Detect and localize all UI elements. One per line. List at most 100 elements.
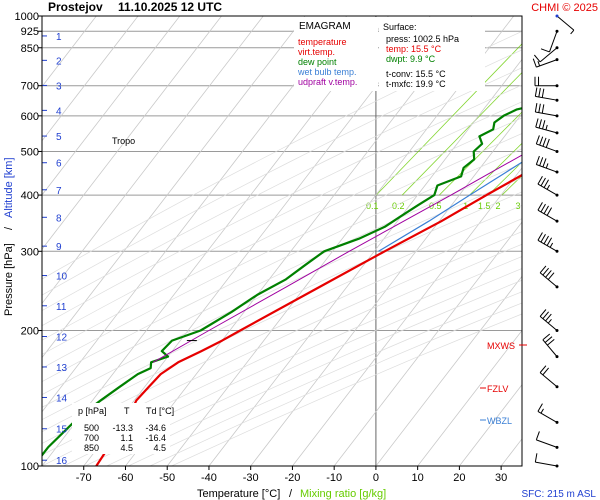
isotherm (375, 275, 522, 466)
wind-barb-flag (535, 155, 540, 165)
mixing-ratio-line (501, 175, 522, 196)
wind-barb-dot (555, 29, 559, 33)
dry-adiabat (42, 133, 522, 369)
surface-press: press: 1002.5 hPa (386, 34, 459, 44)
altitude-tick-label: 15 (56, 425, 68, 436)
mxws-marker: MXWS (487, 341, 527, 351)
wind-barb-dot (555, 249, 559, 253)
wind-barb-flag (539, 309, 547, 317)
dry-adiabat (106, 279, 522, 466)
mixing-ratio-label: 12 (588, 201, 598, 211)
wind-barb-flag (540, 203, 546, 213)
wind-barb-dot (555, 219, 559, 223)
mixing-ratio-label: 0.5 (429, 201, 442, 211)
wind-barb-dot (555, 464, 559, 468)
isotherm (42, 16, 264, 305)
wind-barb-flag (545, 313, 552, 322)
table-row-500-p: 500 (84, 423, 99, 433)
altitude-tick-label: 2 (56, 56, 62, 67)
wind-barb (539, 365, 559, 389)
legend-dew-point: dew point (298, 57, 337, 67)
wind-barb (535, 118, 559, 135)
wind-barb-dot (555, 193, 559, 197)
wind-barb-flag (542, 311, 550, 319)
altitude-tick-label: 5 (56, 132, 62, 143)
wind-barb-flag (543, 235, 549, 245)
dry-adiabat (42, 148, 522, 382)
wind-barb (535, 155, 559, 174)
wind-barb-staff (539, 47, 558, 63)
wind-barb-staff (556, 15, 575, 31)
dry-adiabat (42, 67, 522, 312)
temperature-tick-label: -40 (201, 472, 217, 484)
mixing-ratio-line (375, 43, 522, 196)
isotherm (42, 16, 306, 359)
wind-barb-dot (555, 46, 559, 50)
x-axis-temperature-label: Temperature [°C] (197, 488, 280, 500)
dry-adiabat (42, 101, 522, 341)
y-axis-separator: / (3, 226, 15, 230)
isotherm (42, 16, 222, 250)
mixing-ratio-label: 4 (530, 201, 535, 211)
surface-box (379, 17, 485, 91)
pressure-tick-label: 925 (21, 26, 39, 38)
wind-barb (539, 265, 559, 289)
profile-lines (42, 107, 522, 466)
table-header-td: Td [°C] (146, 406, 174, 416)
pressure-tick-label: 700 (21, 81, 39, 93)
wind-barb (534, 103, 559, 118)
wbzl-marker: WBZL (480, 416, 512, 426)
wind-barb (542, 333, 559, 359)
wind-barb-dot (555, 285, 559, 289)
dry-adiabat (42, 205, 522, 433)
isotherm (417, 329, 522, 466)
dry-adiabat (42, 84, 522, 327)
wind-barb-staff (537, 410, 558, 423)
dry-adiabat (42, 218, 522, 444)
mixing-ratio-label: 2 (495, 201, 500, 211)
surface-title: Surface: (383, 22, 417, 32)
pressure-tick-label: 300 (21, 246, 39, 258)
virtual-temperature-line (384, 174, 522, 252)
surface-temp: temp: 15.5 °C (386, 44, 442, 54)
wind-barb-staff (549, 31, 558, 53)
wind-barb (535, 431, 559, 449)
wind-barb-flag (549, 242, 554, 248)
wind-barb-dot (555, 170, 559, 174)
mixing-ratio-label: 3 (516, 201, 521, 211)
altitude-tick-label: 12 (56, 332, 68, 343)
wind-barb-staff (536, 439, 558, 448)
altitude-tick-label: 4 (56, 106, 62, 117)
wind-barb-flag (534, 453, 538, 463)
wind-barb-flag (535, 135, 540, 145)
mixing-ratio-line (401, 71, 522, 196)
wind-barb-staff (535, 111, 558, 117)
pressure-tick-label: 100 (21, 461, 39, 473)
mixing-ratio-label: 6 (552, 201, 557, 211)
mixing-ratio-label: 0.2 (392, 201, 405, 211)
table-row-500-td: -34.6 (145, 423, 166, 433)
altitude-tick-label: 13 (56, 363, 68, 374)
wind-barb-dot (555, 14, 559, 18)
isotherm (333, 221, 522, 466)
isotherm (459, 384, 522, 466)
mixing-ratio-label: 0.1 (366, 201, 379, 211)
wind-barb-flag (542, 137, 547, 147)
dry-adiabat (85, 268, 522, 466)
altitude-tick-label: 9 (56, 242, 62, 253)
temperature-tick-label: -60 (118, 472, 134, 484)
table-row-700-t: 1.1 (120, 433, 133, 443)
wind-barb-flag (545, 270, 552, 278)
wind-barb-flag (542, 333, 551, 341)
wind-barb-dot (555, 84, 559, 88)
table-row-700-td: -16.4 (145, 433, 166, 443)
mixing-ratio-line (469, 142, 522, 196)
legend-box (294, 17, 378, 91)
wind-barb-flag (546, 184, 551, 190)
isotherm-lines (42, 16, 522, 466)
wind-barb-staff (535, 461, 558, 467)
wind-barb-flag (540, 408, 544, 414)
temperature-tick-label: 20 (453, 472, 465, 484)
legend-wet-bulb: wet bulb temp. (297, 67, 357, 77)
